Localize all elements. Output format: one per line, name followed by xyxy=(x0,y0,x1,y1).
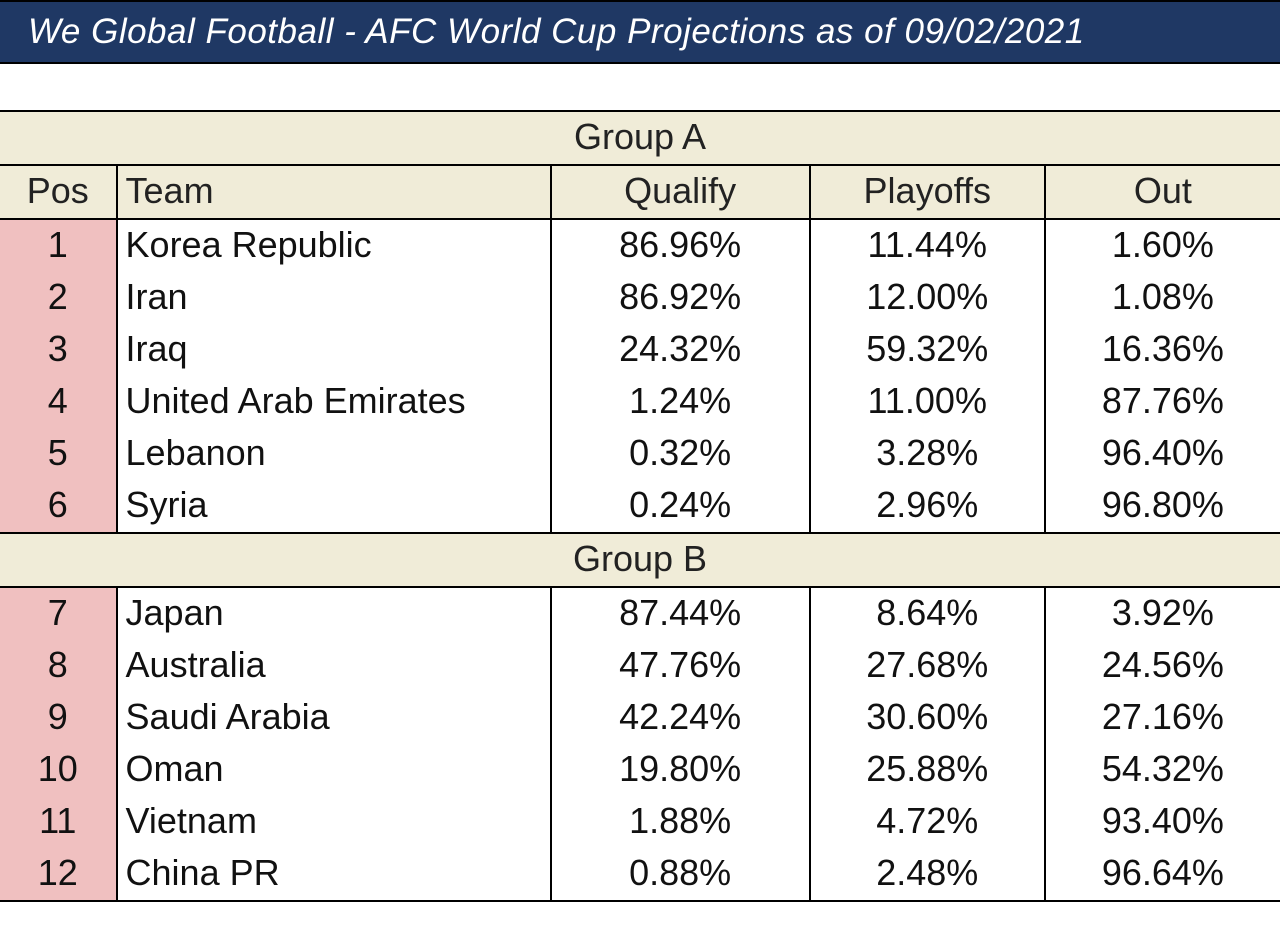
cell-qualify: 86.96% xyxy=(551,219,810,272)
cell-pos: 12 xyxy=(0,848,117,901)
cell-team: Saudi Arabia xyxy=(117,692,551,744)
column-header-pos: Pos xyxy=(0,165,117,219)
cell-team: Korea Republic xyxy=(117,219,551,272)
group-title: Group B xyxy=(0,533,1280,587)
cell-pos: 5 xyxy=(0,428,117,480)
projections-table: Group APosTeamQualifyPlayoffsOut1Korea R… xyxy=(0,112,1280,902)
cell-playoffs: 2.48% xyxy=(810,848,1045,901)
cell-out: 24.56% xyxy=(1045,640,1280,692)
cell-out: 96.80% xyxy=(1045,480,1280,533)
cell-team: United Arab Emirates xyxy=(117,376,551,428)
table-row: 12China PR0.88%2.48%96.64% xyxy=(0,848,1280,901)
cell-pos: 2 xyxy=(0,272,117,324)
cell-pos: 3 xyxy=(0,324,117,376)
cell-playoffs: 8.64% xyxy=(810,587,1045,640)
cell-playoffs: 27.68% xyxy=(810,640,1045,692)
cell-qualify: 24.32% xyxy=(551,324,810,376)
cell-qualify: 0.24% xyxy=(551,480,810,533)
cell-pos: 11 xyxy=(0,796,117,848)
cell-out: 93.40% xyxy=(1045,796,1280,848)
cell-out: 96.40% xyxy=(1045,428,1280,480)
cell-pos: 4 xyxy=(0,376,117,428)
cell-out: 16.36% xyxy=(1045,324,1280,376)
cell-team: Vietnam xyxy=(117,796,551,848)
cell-out: 3.92% xyxy=(1045,587,1280,640)
cell-out: 1.08% xyxy=(1045,272,1280,324)
cell-team: Japan xyxy=(117,587,551,640)
cell-team: Oman xyxy=(117,744,551,796)
cell-qualify: 42.24% xyxy=(551,692,810,744)
table-row: 6Syria0.24%2.96%96.80% xyxy=(0,480,1280,533)
column-header-playoffs: Playoffs xyxy=(810,165,1045,219)
table-row: 9Saudi Arabia42.24%30.60%27.16% xyxy=(0,692,1280,744)
cell-playoffs: 3.28% xyxy=(810,428,1045,480)
cell-team: Syria xyxy=(117,480,551,533)
cell-qualify: 1.24% xyxy=(551,376,810,428)
table-row: 5Lebanon0.32%3.28%96.40% xyxy=(0,428,1280,480)
cell-pos: 1 xyxy=(0,219,117,272)
projections-page: We Global Football - AFC World Cup Proje… xyxy=(0,0,1280,902)
cell-qualify: 47.76% xyxy=(551,640,810,692)
table-row: 1Korea Republic86.96%11.44%1.60% xyxy=(0,219,1280,272)
cell-team: Iraq xyxy=(117,324,551,376)
cell-out: 1.60% xyxy=(1045,219,1280,272)
column-header-team: Team xyxy=(117,165,551,219)
cell-pos: 6 xyxy=(0,480,117,533)
table-row: 4United Arab Emirates1.24%11.00%87.76% xyxy=(0,376,1280,428)
cell-qualify: 1.88% xyxy=(551,796,810,848)
table-row: 3Iraq24.32%59.32%16.36% xyxy=(0,324,1280,376)
group-title: Group A xyxy=(0,112,1280,165)
cell-playoffs: 11.00% xyxy=(810,376,1045,428)
spacer xyxy=(0,64,1280,112)
cell-team: Australia xyxy=(117,640,551,692)
cell-team: Iran xyxy=(117,272,551,324)
cell-qualify: 19.80% xyxy=(551,744,810,796)
cell-qualify: 87.44% xyxy=(551,587,810,640)
cell-out: 54.32% xyxy=(1045,744,1280,796)
cell-playoffs: 2.96% xyxy=(810,480,1045,533)
table-row: 11Vietnam1.88%4.72%93.40% xyxy=(0,796,1280,848)
cell-pos: 9 xyxy=(0,692,117,744)
column-header-qualify: Qualify xyxy=(551,165,810,219)
table-row: 10Oman19.80%25.88%54.32% xyxy=(0,744,1280,796)
cell-qualify: 0.32% xyxy=(551,428,810,480)
table-row: 7Japan87.44%8.64%3.92% xyxy=(0,587,1280,640)
cell-team: Lebanon xyxy=(117,428,551,480)
cell-qualify: 0.88% xyxy=(551,848,810,901)
page-title: We Global Football - AFC World Cup Proje… xyxy=(0,0,1280,64)
cell-pos: 10 xyxy=(0,744,117,796)
table-row: 8Australia47.76%27.68%24.56% xyxy=(0,640,1280,692)
cell-out: 96.64% xyxy=(1045,848,1280,901)
cell-out: 27.16% xyxy=(1045,692,1280,744)
cell-team: China PR xyxy=(117,848,551,901)
cell-pos: 8 xyxy=(0,640,117,692)
cell-playoffs: 59.32% xyxy=(810,324,1045,376)
cell-playoffs: 25.88% xyxy=(810,744,1045,796)
cell-playoffs: 11.44% xyxy=(810,219,1045,272)
column-header-out: Out xyxy=(1045,165,1280,219)
table-row: 2Iran86.92%12.00%1.08% xyxy=(0,272,1280,324)
cell-playoffs: 4.72% xyxy=(810,796,1045,848)
cell-pos: 7 xyxy=(0,587,117,640)
cell-playoffs: 12.00% xyxy=(810,272,1045,324)
cell-playoffs: 30.60% xyxy=(810,692,1045,744)
cell-out: 87.76% xyxy=(1045,376,1280,428)
cell-qualify: 86.92% xyxy=(551,272,810,324)
